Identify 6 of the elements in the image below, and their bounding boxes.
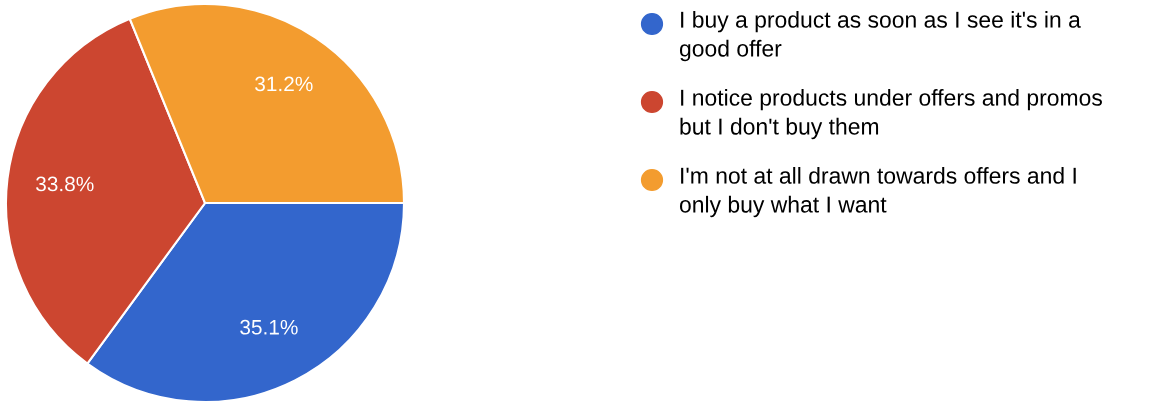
legend-label: I notice products under offers and promos but I don't buy them <box>680 89 1102 140</box>
data-label: 33.8% <box>36 176 94 192</box>
data-label: 31.2% <box>255 76 313 92</box>
legend-label: I'm not at all drawn towards offers and I only buy what I want <box>679 167 1076 218</box>
legend-label: I buy a product as soon as I see it's in a good offer <box>679 11 1081 62</box>
data-label: 35.1% <box>240 319 298 335</box>
